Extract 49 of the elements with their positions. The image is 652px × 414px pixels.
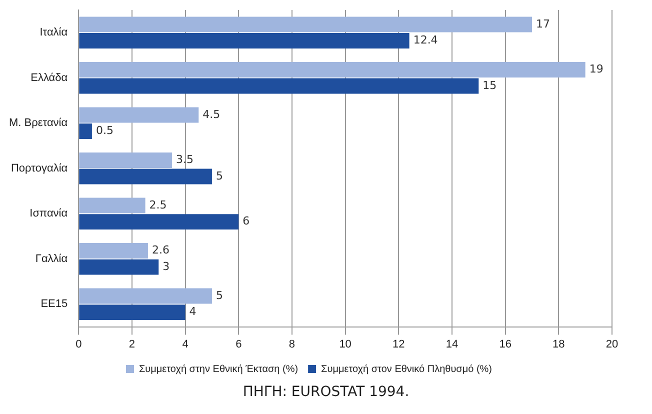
legend-label: Συμμετοχή στον Εθνικό Πληθυσμό (%) [321,364,492,375]
y-tick-label: Ελλάδα [30,72,68,84]
y-tick-label: ΕΕ15 [40,298,68,310]
data-label: 15 [482,78,497,92]
x-tick-label: 2 [128,338,136,350]
data-label: 3.5 [176,153,194,166]
x-tick-label: 4 [182,338,188,350]
data-label: 2.5 [149,198,167,212]
data-label: 2.6 [152,244,170,257]
y-tick-label: Γαλλία [35,252,68,265]
data-label: 4 [189,305,196,318]
data-label: 4.5 [202,108,220,121]
x-tick-label: 12 [392,338,405,350]
bar [79,16,532,32]
bar [79,107,199,123]
bar [79,124,92,140]
bar [79,168,212,184]
data-label: 19 [589,62,604,76]
bar [79,198,146,214]
y-tick-label: Μ. Βρετανία [8,117,68,130]
bar [79,152,172,168]
bar [79,259,159,275]
bar [79,288,212,304]
text: ΠΗΓΗ: EUROSTAT 1994. [242,384,410,400]
data-label: 12.4 [413,34,438,47]
data-label: 3 [162,260,170,273]
data-label: 5 [216,169,223,182]
x-tick-label: 20 [606,338,618,350]
y-tick-label: Πορτογαλία [10,162,68,174]
data-label: 17 [536,17,550,30]
data-label: 5 [216,288,223,302]
data-label: 6 [242,214,250,228]
bar [79,33,410,49]
bar [79,62,586,78]
legend-label: Συμμετοχή στην Εθνική Έκταση (%) [138,364,298,375]
y-tick-label: Ιταλία [40,26,68,39]
y-tick-label: Ισπανία [30,208,68,220]
x-tick-label: 8 [288,338,296,350]
bar [79,214,239,230]
x-tick-label: 14 [446,338,458,350]
x-tick-label: 6 [236,338,242,350]
bar [79,78,479,94]
x-tick-label: 10 [339,338,352,350]
bar [79,243,148,259]
bar [79,304,186,320]
x-tick-label: 0 [76,338,82,350]
data-label: 0.5 [96,124,114,138]
x-tick-label: 18 [552,338,565,350]
x-tick-label: 16 [499,338,512,350]
